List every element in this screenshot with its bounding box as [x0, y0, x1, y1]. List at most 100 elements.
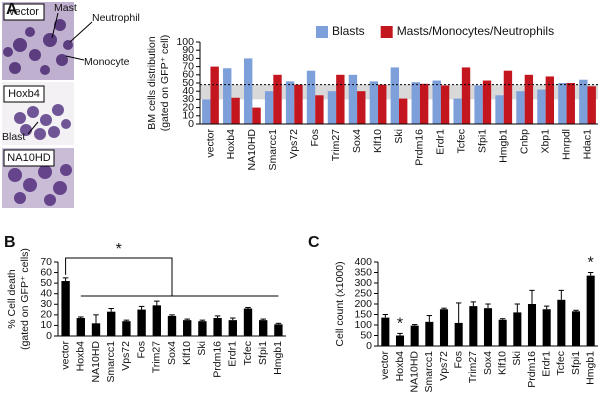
- x-tick-label: Xbp1: [539, 129, 551, 154]
- micrograph-label: Hoxb4: [8, 88, 40, 100]
- cell-type-label: Blast: [2, 131, 25, 143]
- bar: [243, 308, 253, 336]
- pointer: [69, 21, 93, 43]
- bar: [482, 80, 492, 124]
- y-tick-label: 200: [354, 298, 372, 310]
- x-tick-label: vector: [379, 350, 391, 379]
- y-axis-label: (gated on GFP⁺ cells): [19, 248, 31, 350]
- bar: [122, 321, 131, 336]
- x-tick-label: Trim27: [330, 129, 342, 161]
- x-tick-label: Sfpi1: [477, 129, 489, 153]
- x-tick-label: Fos: [135, 341, 147, 359]
- bar: [210, 66, 219, 124]
- bar: [586, 275, 595, 346]
- bar: [327, 91, 337, 124]
- y-tick-label: 0: [366, 340, 372, 352]
- y-tick-label: 40: [40, 287, 52, 299]
- bar: [348, 74, 358, 124]
- y-tick-label: 70: [182, 60, 194, 72]
- bar: [137, 309, 146, 336]
- x-tick-label: Sox4: [166, 341, 178, 365]
- panel-letter: B: [4, 234, 16, 251]
- x-tick-label: Trim27: [151, 341, 163, 373]
- bar: [453, 98, 462, 124]
- x-tick-label: Prdm16: [414, 129, 426, 166]
- y-tick-label: 50: [360, 329, 372, 341]
- y-tick-label: 100: [354, 319, 372, 331]
- x-tick-label: Vps72: [120, 341, 132, 371]
- x-tick-label: Hmgb1: [272, 341, 284, 375]
- legend-swatch: [316, 26, 328, 38]
- bar: [107, 311, 116, 336]
- bar: [306, 70, 316, 124]
- y-tick-label: 300: [354, 277, 372, 289]
- bar: [357, 91, 366, 124]
- x-tick-label: Hoxb4: [75, 341, 87, 372]
- bar: [461, 67, 471, 124]
- bar: [503, 70, 513, 124]
- bar: [513, 312, 522, 346]
- y-tick-label: 60: [40, 266, 52, 278]
- bar: [566, 83, 575, 124]
- x-tick-label: vector: [204, 128, 216, 157]
- x-tick-label: Vps72: [438, 351, 450, 381]
- x-tick-label: Sox4: [482, 351, 494, 375]
- y-tick-label: 50: [40, 277, 52, 289]
- bar: [524, 74, 534, 124]
- bar: [474, 85, 483, 124]
- cells: [3, 19, 73, 75]
- x-tick-label: Smarcc1: [267, 129, 279, 171]
- cells: [14, 104, 71, 140]
- legend-swatch: [380, 26, 393, 38]
- y-tick-label: 350: [354, 266, 372, 278]
- bar: [231, 97, 240, 124]
- y-tick-label: 90: [182, 44, 194, 56]
- y-tick-label: 10: [40, 319, 52, 331]
- x-tick-label: Erdr1: [540, 351, 552, 377]
- pointer: [65, 55, 85, 61]
- bar: [587, 86, 596, 124]
- panel-letter: A: [6, 1, 18, 18]
- x-tick-label: Hmgb1: [584, 351, 596, 385]
- bar: [273, 74, 282, 124]
- x-tick-label: Trim27: [467, 351, 479, 383]
- bar: [411, 82, 420, 124]
- label-box: [3, 149, 55, 167]
- y-tick-label: 20: [182, 101, 194, 113]
- bar: [537, 89, 546, 124]
- label-box: [3, 85, 45, 103]
- bar: [228, 320, 237, 336]
- y-tick-label: 20: [40, 309, 52, 321]
- bar: [516, 91, 525, 124]
- bar: [274, 324, 283, 336]
- y-tick-label: 150: [354, 308, 372, 320]
- x-tick-label: Prdm16: [211, 341, 223, 378]
- bar: [76, 318, 85, 336]
- bar: [381, 317, 390, 346]
- bar: [527, 304, 537, 346]
- x-tick-label: NA10HD: [408, 351, 420, 393]
- y-tick-label: 30: [40, 298, 52, 310]
- bar: [315, 95, 324, 124]
- label-box: [3, 3, 45, 21]
- legend-label: Masts/Monocytes/Neutrophils: [397, 24, 554, 38]
- significance-star: *: [588, 255, 594, 272]
- x-tick-label: Fos: [309, 129, 321, 147]
- x-tick-label: Prdm16: [526, 351, 538, 388]
- bar: [152, 305, 161, 336]
- y-tick-label: 10: [182, 110, 194, 122]
- bar: [432, 80, 441, 124]
- bar: [378, 84, 387, 124]
- y-tick-label: 60: [182, 69, 194, 81]
- y-tick-label: 400: [354, 256, 372, 268]
- pointer: [27, 121, 39, 135]
- bar: [395, 335, 405, 346]
- bar: [483, 308, 493, 346]
- bar: [545, 76, 555, 124]
- bar: [454, 322, 463, 346]
- x-tick-label: Hoxb4: [394, 351, 406, 382]
- bar: [336, 74, 345, 124]
- x-tick-label: Sox4: [351, 129, 363, 153]
- x-tick-label: Ski: [393, 129, 405, 144]
